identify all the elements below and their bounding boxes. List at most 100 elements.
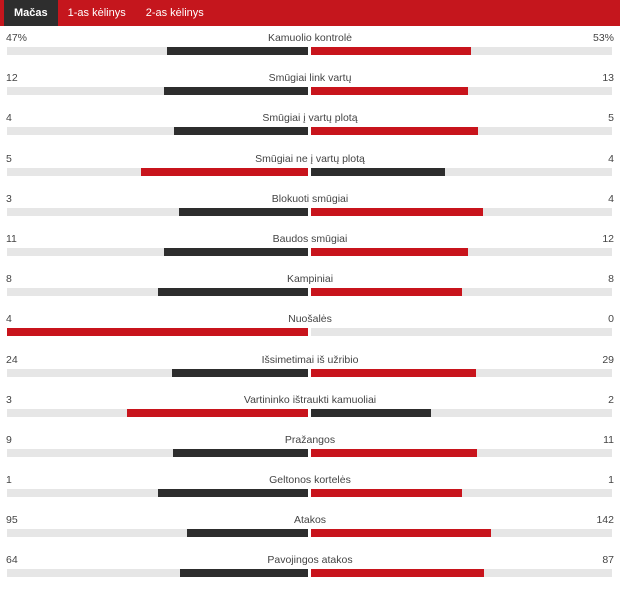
- home-bar-fill: [174, 127, 308, 136]
- home-bar-fill: [179, 207, 308, 216]
- stat-label: Baudos smūgiai: [272, 232, 348, 245]
- home-bar-fill: [7, 328, 308, 337]
- stat-row: 4 Smūgiai į vartų plotą 5: [0, 106, 620, 146]
- home-bar-fill: [127, 408, 308, 417]
- away-value: 11: [603, 433, 614, 446]
- home-bar-track: [7, 328, 308, 337]
- away-bar-track: [311, 87, 612, 96]
- away-bar-fill: [311, 569, 485, 578]
- away-value: 53%: [592, 32, 614, 44]
- tab-second-half[interactable]: 2-as kėlinys: [145, 7, 204, 19]
- stat-label: Kampiniai: [286, 273, 334, 286]
- stat-row: 4 Nuošalės 0: [0, 307, 620, 347]
- away-bar-fill: [311, 529, 492, 538]
- period-tab-bar: Mačas 1-as kėlinys 2-as kėlinys: [0, 0, 620, 26]
- home-value: 95: [6, 514, 18, 527]
- stat-row: 64 Pavojingos atakos 87: [0, 548, 620, 588]
- stat-label: Smūgiai į vartų plotą: [262, 112, 358, 125]
- stats-list: 47% Kamuolio kontrolė 53% 12 Smūgiai link va…: [0, 26, 620, 589]
- away-bar-track: [311, 247, 612, 256]
- away-bar-fill: [311, 207, 483, 216]
- away-bar-track: [311, 207, 612, 216]
- home-bar-fill: [166, 47, 308, 55]
- home-value: 12: [6, 72, 18, 85]
- stat-label: Blokuoti smūgiai: [271, 192, 349, 205]
- home-bar-track: [7, 127, 308, 136]
- away-value: 4: [608, 152, 614, 165]
- stat-label: Kamuolio kontrolė: [267, 32, 353, 44]
- away-bar-fill: [311, 167, 445, 176]
- away-bar-fill: [311, 87, 468, 96]
- home-value: 3: [6, 393, 12, 406]
- home-value: 4: [6, 112, 12, 125]
- away-bar-track: [311, 127, 612, 136]
- home-bar-track: [7, 408, 308, 417]
- away-value: 87: [602, 554, 614, 567]
- stat-label: Pavojingos atakos: [267, 554, 353, 567]
- stat-row: 47% Kamuolio kontrolė 53%: [0, 26, 620, 66]
- away-bar-track: [311, 368, 612, 377]
- away-value: 13: [602, 72, 614, 85]
- stat-label: Pražangos: [284, 433, 336, 446]
- away-bar-track: [311, 529, 612, 538]
- away-value: 142: [596, 514, 614, 527]
- home-value: 11: [6, 232, 17, 245]
- stat-row: 5 Smūgiai ne į vartų plotą 4: [0, 147, 620, 187]
- stat-row: 3 Vartininko ištraukti kamuoliai 2: [0, 388, 620, 428]
- stat-row: 1 Geltonos kortelės 1: [0, 468, 620, 508]
- stat-row: 24 Išsimetimai iš užribio 29: [0, 348, 620, 388]
- home-bar-fill: [164, 247, 308, 256]
- stat-label: Smūgiai ne į vartų plotą: [255, 152, 365, 165]
- home-bar-track: [7, 247, 308, 256]
- home-bar-fill: [187, 529, 308, 538]
- stat-row: 9 Pražangos 11: [0, 428, 620, 468]
- home-bar-fill: [180, 569, 308, 578]
- away-bar-track: [311, 167, 612, 176]
- home-bar-fill: [140, 167, 308, 176]
- stat-row: 3 Blokuoti smūgiai 4: [0, 187, 620, 227]
- stat-label: Smūgiai link vartų: [268, 72, 352, 85]
- away-value: 1: [608, 474, 614, 487]
- home-value: 8: [6, 273, 12, 286]
- stat-row: 95 Atakos 142: [0, 508, 620, 548]
- home-bar-track: [7, 448, 308, 457]
- away-value: 8: [608, 273, 614, 286]
- home-bar-fill: [171, 368, 308, 377]
- tab-first-half[interactable]: 1-as kėlinys: [67, 7, 126, 19]
- away-bar-fill: [311, 127, 479, 136]
- away-bar-track: [311, 288, 612, 297]
- stat-label: Išsimetimai iš užribio: [261, 353, 359, 366]
- home-bar-fill: [163, 87, 308, 96]
- home-bar-track: [7, 87, 308, 96]
- stat-label: Atakos: [293, 514, 327, 527]
- stat-row: 8 Kampiniai 8: [0, 267, 620, 307]
- home-bar-fill: [157, 288, 308, 297]
- stat-row: 12 Smūgiai link vartų 13: [0, 66, 620, 106]
- away-bar-track: [311, 408, 612, 417]
- home-bar-track: [7, 569, 308, 578]
- away-bar-fill: [311, 288, 462, 297]
- away-value: 29: [602, 353, 614, 366]
- home-bar-fill: [172, 448, 308, 457]
- stat-label: Nuošalės: [288, 313, 332, 326]
- home-bar-track: [7, 489, 308, 498]
- home-value: 24: [6, 353, 18, 366]
- away-bar-fill: [311, 368, 476, 377]
- home-bar-fill: [157, 489, 308, 498]
- away-bar-track: [311, 328, 612, 337]
- away-value: 0: [608, 313, 614, 326]
- home-value: 5: [6, 152, 12, 165]
- away-value: 5: [608, 112, 614, 125]
- home-value: 1: [6, 474, 12, 487]
- away-value: 2: [608, 393, 614, 406]
- away-bar-fill: [311, 408, 432, 417]
- home-bar-track: [7, 529, 308, 538]
- home-value: 64: [6, 554, 18, 567]
- home-bar-track: [7, 207, 308, 216]
- home-value: 3: [6, 192, 12, 205]
- stat-row: 11 Baudos smūgiai 12: [0, 227, 620, 267]
- tab-match[interactable]: Mačas: [4, 0, 58, 26]
- home-value: 47%: [6, 32, 28, 44]
- away-bar-track: [311, 47, 612, 55]
- stat-label: Geltonos kortelės: [269, 474, 351, 487]
